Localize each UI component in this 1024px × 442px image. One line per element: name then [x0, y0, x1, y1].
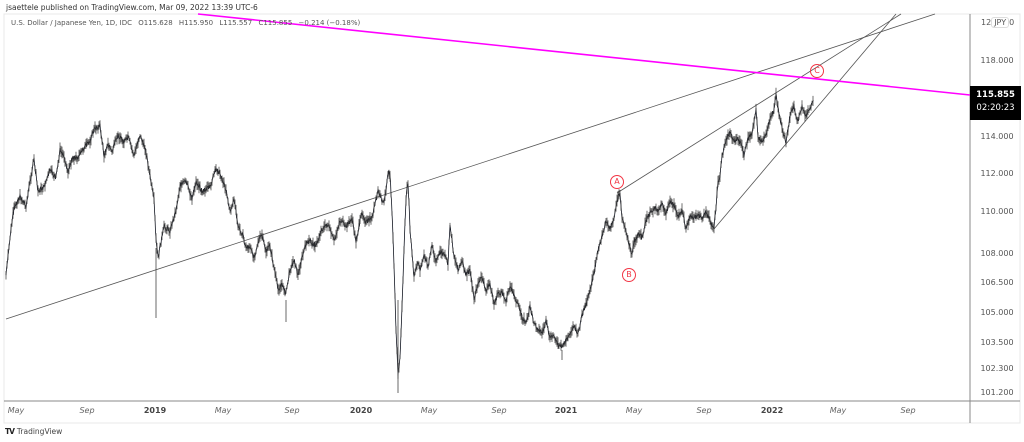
last-price: 115.855	[976, 90, 1015, 100]
time-tick-label: May	[420, 406, 438, 415]
tv-logo-icon: TV	[5, 427, 15, 436]
wave-label-c: C	[810, 64, 824, 78]
candle-wicks	[5, 87, 814, 393]
trendline[interactable]	[5, 13, 936, 320]
trendline[interactable]	[616, 13, 902, 194]
price-change: −0.214 (−0.18%)	[298, 19, 361, 27]
price-tick-label: 105.000	[980, 308, 1014, 317]
time-tick-label: May	[7, 406, 25, 415]
time-tick-label: 2019	[143, 406, 167, 415]
price-tick-label: 112.000	[980, 169, 1014, 178]
bar-countdown: 02:20:23	[976, 103, 1015, 113]
time-tick-label: 2021	[554, 406, 578, 415]
ohlc-low: L115.557	[219, 19, 253, 27]
time-tick-label: May	[214, 406, 232, 415]
time-tick-label: 2022	[760, 406, 784, 415]
time-tick-label: Sep	[696, 406, 712, 415]
time-tick-label: Sep	[79, 406, 95, 415]
price-tick-label: 102.300	[980, 364, 1014, 373]
last-price-tag: 115.855 02:20:23	[970, 86, 1021, 120]
magenta-resistance-line[interactable]	[197, 13, 971, 96]
currency-code: JPY	[991, 17, 1010, 28]
chart-border	[3, 13, 1021, 424]
price-tick-label: 106.500	[980, 278, 1014, 287]
brand-name: TradingView	[16, 427, 63, 436]
time-tick-label: May	[625, 406, 643, 415]
time-tick-label: 2020	[349, 406, 373, 415]
time-tick-label: Sep	[491, 406, 507, 415]
time-tick-label: Sep	[900, 406, 916, 415]
ohlc-open: O115.628	[138, 19, 173, 27]
trendlines[interactable]	[5, 13, 971, 320]
price-tick-label: 108.000	[980, 249, 1014, 258]
ohlc-high: H115.950	[178, 19, 214, 27]
time-tick-label: May	[829, 406, 847, 415]
symbol-legend: U.S. Dollar / Japanese Yen, 1D, IDC O115…	[11, 19, 364, 27]
ohlc-close: C115.855	[258, 19, 293, 27]
wave-label-b: B	[622, 268, 636, 282]
symbol-name: U.S. Dollar / Japanese Yen, 1D, IDC	[11, 19, 132, 27]
price-tick-label: 110.000	[980, 207, 1014, 216]
wave-label-a: A	[610, 175, 624, 189]
price-tick-label: 101.200	[980, 388, 1014, 397]
price-tick-label: 114.000	[980, 132, 1014, 141]
price-tick-label: 103.500	[980, 338, 1014, 347]
tradingview-logo[interactable]: TV TradingView	[5, 427, 62, 436]
time-tick-label: Sep	[284, 406, 300, 415]
currency-badge[interactable]: 12 JPY 0	[981, 17, 1015, 28]
price-tick-label: 118.000	[980, 56, 1014, 65]
publisher-credit: jsaettele published on TradingView.com, …	[6, 3, 258, 12]
